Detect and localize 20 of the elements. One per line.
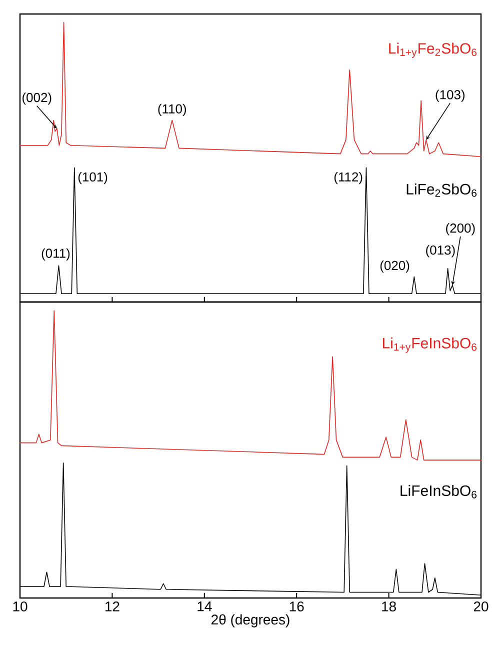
annotation: (200): [446, 223, 475, 236]
x-tick-label: 14: [198, 602, 212, 612]
x-tick-label: 20: [474, 602, 488, 612]
annotation: (011): [42, 248, 70, 260]
x-tick-label: 12: [105, 602, 120, 612]
annotation: (013): [426, 245, 455, 258]
x-tick-label: 10: [13, 602, 28, 612]
text: Li$_{1+y}$FeInSbO$_{6}$: [382, 337, 477, 353]
annotation: (112): [334, 172, 362, 184]
annotation: (103): [436, 90, 464, 102]
text: LiFeInSbO$_{6}$: [400, 484, 477, 498]
text: Li$_{1+y}$Fe$_{2}$SbO$_{6}$: [389, 42, 477, 58]
text: LiFe$_{2}$SbO$_{6}$: [406, 183, 477, 197]
x-axis-title: 2θ (degrees): [212, 614, 290, 628]
x-tick-label: 18: [382, 602, 396, 612]
x-tick-label: 16: [290, 602, 304, 612]
annotation: (020): [380, 260, 410, 273]
annotation: (002): [22, 92, 52, 105]
annotation: (101): [78, 172, 108, 184]
annotation: (110): [158, 104, 186, 116]
